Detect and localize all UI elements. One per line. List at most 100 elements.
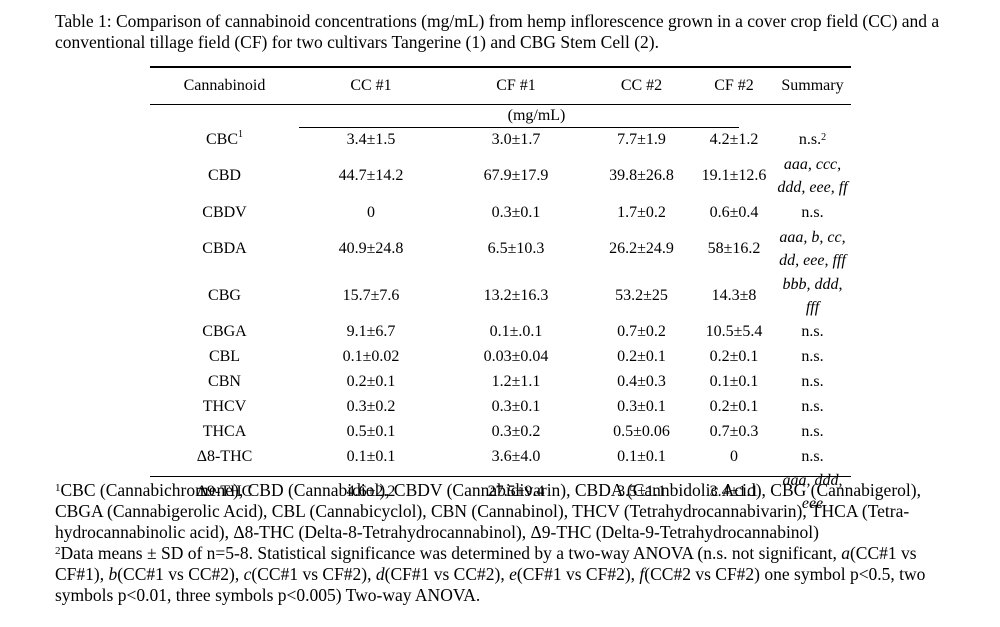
- cell-cf2: 0.6±0.4: [709, 203, 759, 221]
- cannabinoid-name: THCV: [202, 397, 247, 415]
- table-caption: Table 1: Comparison of cannabinoid conce…: [55, 11, 940, 52]
- cell-summary: n.s.: [774, 394, 851, 419]
- footnote-marker: 1: [55, 482, 61, 494]
- table-row: THCA 0.5±0.1 0.3±0.2 0.5±0.06 0.7±0.3 n.s.: [150, 419, 851, 444]
- footnote-marker: 1: [238, 128, 243, 140]
- cell-cf2: 0.2±0.1: [709, 347, 759, 365]
- table-row: CBDV 0 0.3±0.1 1.7±0.2 0.6±0.4 n.s.: [150, 200, 851, 225]
- table-top-rule: [150, 66, 851, 68]
- cannabinoid-table: Cannabinoid CC #1 CF #1 CC #2 CF #2 Summ…: [150, 68, 851, 515]
- footnotes: 1CBC (Cannabichromene), CBD (Cannabidiol…: [55, 480, 955, 606]
- cell-summary: n.s.2: [774, 127, 851, 152]
- cell-summary: bbb, ddd, fff: [774, 273, 851, 319]
- summary-line: n.s.: [801, 348, 824, 365]
- header-cc1: CC #1: [350, 77, 392, 94]
- cell-summary: n.s.: [774, 319, 851, 344]
- summary-line: n.s.: [801, 373, 824, 390]
- cell-summary: aaa, ddd, eee: [774, 469, 851, 515]
- cell-cf2: 14.3±8: [711, 287, 757, 304]
- footnote-statistics: 2Data means ± SD of n=5-8. Statistical s…: [55, 543, 955, 606]
- table-row: CBN 0.2±0.1 1.2±1.1 0.4±0.3 0.1±0.1 n.s.: [150, 369, 851, 394]
- footnote-abbreviations: 1CBC (Cannabichromene), CBD (Cannabidiol…: [55, 480, 955, 543]
- cannabinoid-name: CBD: [208, 167, 241, 184]
- header-cannabinoid: Cannabinoid: [183, 77, 266, 94]
- cannabinoid-name: Δ8-THC: [196, 447, 253, 465]
- cell-summary: aaa, b, cc, dd, eee, fff: [774, 225, 851, 273]
- footnote-text: (CF#1 vs CC#2),: [384, 564, 510, 584]
- cannabinoid-name: CBDA: [202, 240, 247, 257]
- cell-summary: n.s.: [774, 419, 851, 444]
- cell-cannabinoid: Δ9-THC: [150, 469, 299, 515]
- units-row: (mg/mL): [150, 104, 851, 127]
- summary-line: n.s.: [801, 323, 824, 340]
- footnote-text: (CC#1 vs CF#1),: [55, 543, 917, 584]
- cell-cc2: 0.1±0.1: [617, 447, 666, 465]
- cell-cannabinoid: CBG: [150, 273, 299, 319]
- table-row: CBDA 40.9±24.8 6.5±10.3 26.2±24.9 58±16.2 aaa…: [150, 225, 851, 273]
- cell-cf2: 3.4±1.1: [709, 483, 759, 500]
- cell-cc1: 44.7±14.2: [338, 167, 404, 184]
- table-row: Δ9-THC 4.6±2.2 27.5±9.4 3.5±1.1 3.4±1.1 aaa, …: [150, 469, 851, 515]
- cell-summary: n.s.: [774, 444, 851, 469]
- header-summary: Summary: [781, 77, 844, 94]
- cell-cc2: 53.2±25: [615, 287, 668, 304]
- table-row: CBC1 3.4±1.5 3.0±1.7 7.7±1.9 4.2±1.2 n.s.2: [150, 127, 851, 152]
- summary-line: n.s.: [801, 398, 824, 415]
- table-row: Δ8-THC 0.1±0.1 3.6±4.0 0.1±0.1 0 n.s.: [150, 444, 851, 469]
- cell-cf1: 0.1±.0.1: [489, 322, 543, 340]
- cannabinoid-name: CBL: [208, 347, 241, 365]
- cell-cc2: 0.5±0.06: [613, 422, 670, 440]
- cell-cc2: 39.8±26.8: [609, 167, 674, 184]
- cannabinoid-name: Δ9-THC: [196, 483, 253, 500]
- cell-cf1: 1.2±1.1: [491, 372, 541, 390]
- cell-cf2: 10.5±5.4: [705, 322, 763, 340]
- table-row: THCV 0.3±0.2 0.3±0.1 0.3±0.1 0.2±0.1 n.s.: [150, 394, 851, 419]
- cell-cc2: 0.7±0.2: [617, 322, 666, 340]
- cell-summary: n.s.: [774, 344, 851, 369]
- cell-cf1: 0.3±0.1: [491, 203, 541, 221]
- cell-cc1: 4.6±2.2: [346, 483, 396, 500]
- table-row: CBGA 9.1±6.7 0.1±.0.1 0.7±0.2 10.5±5.4 n.s.: [150, 319, 851, 344]
- cell-cc1: 0.3±0.2: [346, 397, 396, 415]
- cell-cc1: 0.2±0.1: [346, 372, 396, 390]
- cell-cc1: 0: [367, 203, 375, 221]
- summary-text: n.s.: [798, 131, 822, 148]
- cell-cannabinoid: CBD: [150, 152, 299, 200]
- summary-line: aaa, b, cc,: [779, 229, 846, 246]
- cell-cc1: 40.9±24.8: [338, 240, 404, 257]
- cell-cc1: 0.1±0.02: [342, 347, 400, 365]
- footnote-marker: 2: [821, 132, 827, 143]
- cell-cf1: 6.5±10.3: [487, 240, 545, 257]
- table-header-row: Cannabinoid CC #1 CF #1 CC #2 CF #2 Summ…: [150, 68, 851, 104]
- units-rule: [299, 127, 739, 128]
- cell-cannabinoid: CBGA: [150, 319, 299, 344]
- cell-cc1: 3.4±1.5: [346, 130, 396, 148]
- cell-cannabinoid: CBN: [150, 369, 299, 394]
- cell-cc2: 26.2±24.9: [609, 240, 674, 257]
- cell-cc2: 0.3±0.1: [617, 397, 666, 415]
- table-row: CBD 44.7±14.2 67.9±17.9 39.8±26.8 19.1±12.6 a…: [150, 152, 851, 200]
- summary-line: n.s.: [801, 423, 824, 440]
- footnote-text: CBC (Cannabichromene), CBD (Cannabidiol)…: [55, 480, 921, 542]
- cell-cannabinoid: CBL: [150, 344, 299, 369]
- footnote-text: (CC#2 vs CF#2) one symbol p<0.5, two sym…: [55, 564, 926, 605]
- footnote-text: (CF#1 vs CF#2),: [516, 564, 640, 584]
- footnote-text: Data means ± SD of n=5-8. Statistical si…: [60, 543, 842, 563]
- summary-line: aaa, ddd, eee: [782, 472, 843, 512]
- cell-cannabinoid: CBDA: [150, 225, 299, 273]
- cell-cf1: 13.2±16.3: [483, 287, 549, 304]
- summary-line: n.s.: [801, 448, 824, 465]
- cell-cf1: 3.6±4.0: [491, 447, 541, 465]
- cell-cc1: 0.1±0.1: [346, 447, 396, 465]
- summary-line: ddd, eee, ff: [777, 179, 848, 196]
- symbol-a: a: [841, 543, 850, 563]
- cell-cf1: 0.3±0.1: [491, 397, 541, 415]
- cell-cc1: 9.1±6.7: [346, 322, 396, 340]
- cell-cc2: 0.4±0.3: [617, 372, 666, 390]
- symbol-f: f: [639, 564, 645, 584]
- cannabinoid-name: CBGA: [202, 322, 247, 340]
- cell-cf2: 0.7±0.3: [709, 422, 759, 440]
- header-cf1: CF #1: [496, 77, 536, 94]
- summary-line: bbb, ddd, fff: [782, 276, 843, 316]
- footnote-text: (CC#1 vs CF#2),: [251, 564, 376, 584]
